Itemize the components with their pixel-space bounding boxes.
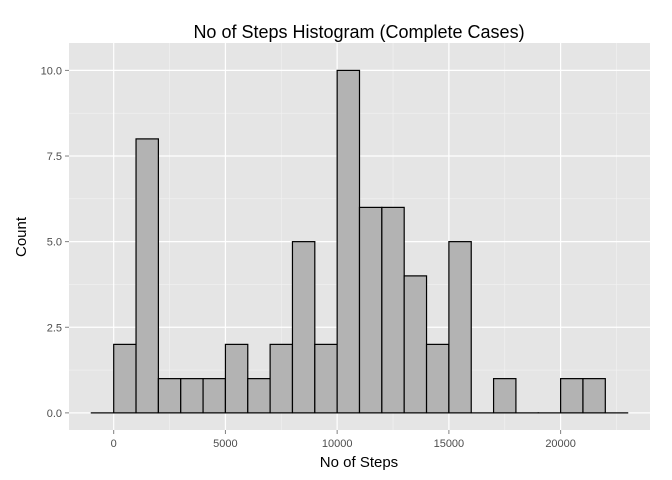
histogram-bar bbox=[492, 378, 517, 414]
histogram-bar bbox=[269, 343, 294, 414]
bars bbox=[90, 69, 629, 414]
x-tick-label: 15000 bbox=[434, 438, 465, 450]
histogram-bar bbox=[358, 206, 383, 414]
x-tick-label: 10000 bbox=[322, 438, 353, 450]
y-tick-label: 0.0 bbox=[47, 408, 62, 420]
histogram-bar bbox=[247, 378, 271, 414]
x-axis-ticks: 0 5000 10000 15000 20000 bbox=[111, 430, 576, 450]
histogram-bar bbox=[560, 378, 584, 414]
histogram-bar bbox=[157, 378, 182, 414]
histogram-bar bbox=[291, 241, 316, 414]
histogram-bar bbox=[582, 378, 606, 414]
y-tick-label: 5.0 bbox=[47, 237, 62, 249]
y-axis-ticks: 0.0 2.5 5.0 7.5 10.0 bbox=[41, 65, 69, 420]
histogram-bar bbox=[135, 138, 159, 414]
x-tick-label: 0 bbox=[111, 438, 117, 450]
histogram-bar bbox=[113, 343, 137, 414]
y-axis-label: Count bbox=[13, 216, 30, 257]
y-tick-label: 2.5 bbox=[47, 322, 62, 334]
histogram-bar bbox=[425, 343, 450, 414]
histogram-bar bbox=[180, 378, 204, 414]
histogram-bar bbox=[224, 343, 249, 414]
histogram-bar bbox=[314, 343, 338, 414]
histogram-bar bbox=[403, 275, 428, 414]
y-tick-label: 7.5 bbox=[47, 151, 62, 163]
histogram-bar bbox=[381, 206, 405, 414]
x-tick-label: 20000 bbox=[545, 438, 576, 450]
y-tick-label: 10.0 bbox=[41, 65, 62, 77]
histogram-bar bbox=[202, 378, 227, 414]
x-tick-label: 5000 bbox=[213, 438, 237, 450]
chart-title: No of Steps Histogram (Complete Cases) bbox=[193, 22, 524, 42]
histogram-bar bbox=[336, 69, 361, 414]
histogram-bar bbox=[448, 241, 472, 414]
x-axis-label: No of Steps bbox=[320, 454, 398, 471]
